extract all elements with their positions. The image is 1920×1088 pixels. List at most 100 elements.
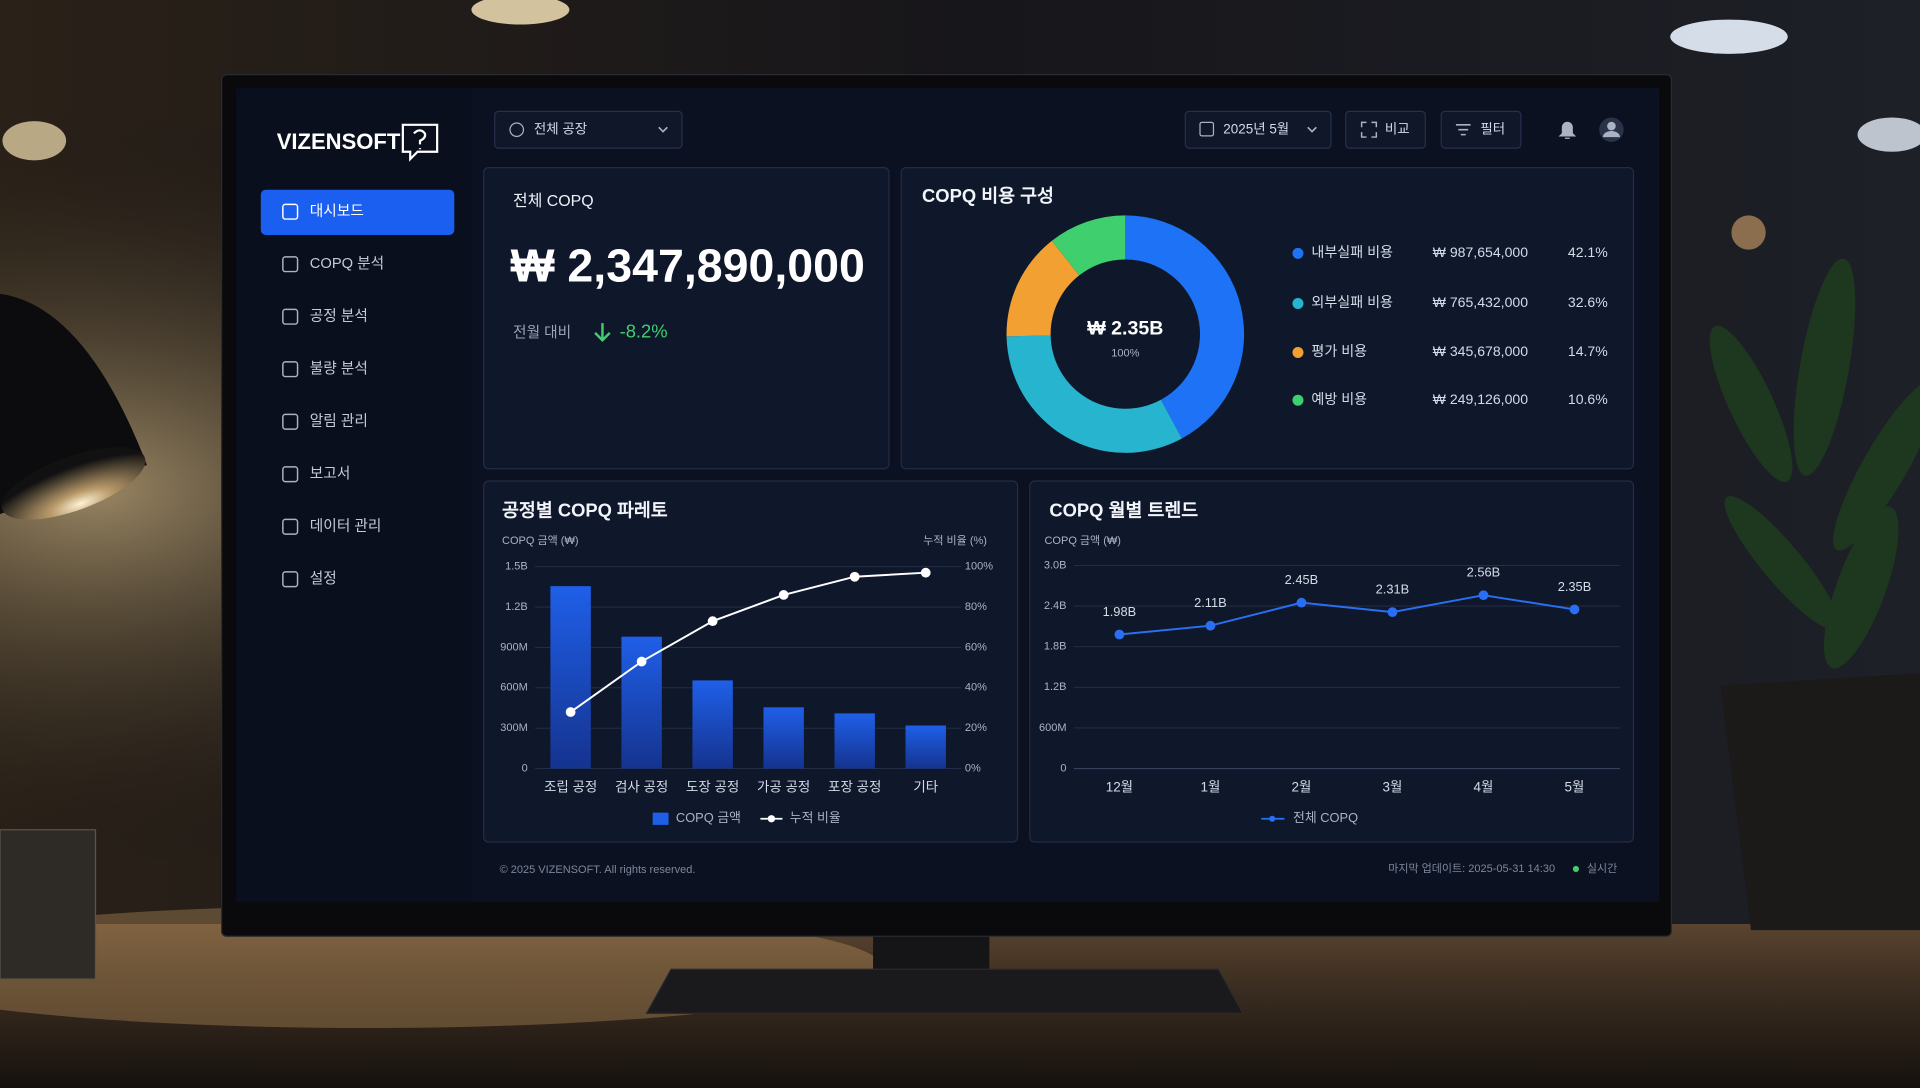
live-status: 실시간 [1587,862,1617,875]
data-point [1114,629,1125,640]
data-point [1478,590,1489,601]
y-tick-label: 1.2B [1044,681,1067,693]
live-indicator [1572,865,1579,872]
legend-label: 누적 비율 [790,810,841,825]
ceiling-light [471,0,570,25]
data-point [1205,620,1216,631]
legend-label: 전체 COPQ [1293,810,1358,825]
chevron [1307,126,1317,133]
chevron [658,126,668,133]
ceiling-light [1670,19,1788,54]
data-label: 2.35B [1558,579,1592,594]
legend-swatch [767,815,776,823]
avatar-head [1607,121,1616,131]
y-tick-label: 1.8B [1044,641,1067,653]
legend-label: 내부실패 비용 [1311,244,1393,260]
x-tick-label: 가공 공정 [757,780,810,795]
y-tick-label: 600M [500,682,528,694]
kpi-change-label: 전월 대비 [513,324,571,341]
menu-item[interactable]: 대시보드 [310,203,364,220]
y-axis-title: COPQ 금액 (₩) [1044,534,1120,547]
down-arrow [594,323,611,342]
menu-icon [282,413,299,430]
monitor-base [645,968,1244,1014]
factory-select-label[interactable]: 전체 공장 [534,121,587,136]
compare-button[interactable] [1345,110,1426,149]
ceiling-light [1857,117,1920,152]
factory-select[interactable] [494,110,683,149]
data-label: 2.56B [1467,565,1501,580]
filter-label[interactable]: 필터 [1480,121,1505,136]
percent-label: 32.6% [1568,294,1608,310]
legend-swatch [652,812,669,825]
desk-box [0,829,97,980]
x-tick-label: 조립 공정 [544,780,597,795]
data-point [707,616,718,627]
menu-item[interactable]: 설정 [310,570,337,587]
amount-label: ₩ 765,432,000 [1433,294,1529,310]
period-label[interactable]: 2025년 5월 [1223,121,1289,136]
bar [550,586,591,769]
x-tick-label: 5월 [1565,780,1585,795]
menu-icon [282,571,299,588]
ceiling-light [2,121,67,161]
data-point [1387,607,1398,618]
avatar-body [1602,130,1620,138]
y2-tick-label: 0% [965,762,981,774]
menu-icon [282,518,299,535]
chart-title: COPQ 월별 트렌드 [1049,499,1198,520]
donut-segment [1051,215,1126,276]
bar [834,713,875,769]
menu-icon [282,466,299,483]
y-tick-label: 3.0B [1044,559,1067,571]
legend-label: COPQ 금액 [676,810,741,825]
bokeh-light [1731,215,1766,250]
menu-item[interactable]: COPQ 분석 [310,255,384,272]
y-tick-label: 600M [1039,722,1067,734]
data-point [1296,597,1307,608]
menu-item[interactable]: 보고서 [310,465,351,482]
y-tick-label: 0 [522,762,528,774]
notification-bell[interactable] [1558,121,1577,139]
compare-label[interactable]: 비교 [1385,121,1410,136]
data-label: 1.98B [1103,604,1137,619]
y-tick-label: 0 [1060,762,1066,774]
menu-icon [282,308,299,325]
menu-item[interactable]: 공정 분석 [310,308,368,325]
menu-item[interactable]: 데이터 관리 [310,518,382,535]
last-updated: 마지막 업데이트: 2025-05-31 14:30 [1388,862,1555,875]
x-tick-label: 1월 [1200,780,1220,795]
donut-segment [1125,215,1245,439]
chart-title: COPQ 비용 구성 [922,185,1054,206]
menu-icon [282,361,299,378]
legend-label: 평가 비용 [1311,343,1367,359]
kpi-title: 전체 COPQ [513,192,594,210]
period-select[interactable] [1184,110,1332,149]
x-tick-label: 기타 [913,780,938,795]
y2-tick-label: 40% [965,682,987,694]
x-tick-label: 2월 [1291,780,1311,795]
percent-label: 10.6% [1568,391,1608,407]
active-menu[interactable] [260,189,455,235]
data-point [778,590,789,600]
kpi-card [483,167,890,470]
pareto-card [483,480,1019,843]
data-label: 2.45B [1285,572,1319,587]
legend-label: 외부실패 비용 [1311,294,1393,310]
line-series [570,571,926,713]
kpi-value: ₩ 2,347,890,000 [511,240,865,292]
data-label: 2.11B [1194,595,1227,610]
menu-item[interactable]: 알림 관리 [310,413,368,430]
donut-segment [1006,335,1182,453]
filter-button[interactable] [1440,110,1522,149]
legend-swatch [1292,247,1304,259]
logo-icon-mark [413,129,427,150]
data-point [636,656,647,667]
plant-pot [1720,673,1920,931]
menu-item[interactable]: 불량 분석 [310,360,368,377]
percent-label: 42.1% [1568,244,1608,260]
donut-center-sub: 100% [1111,348,1139,360]
data-point [920,567,931,578]
brand-logo[interactable]: VIZENSOFT [277,129,401,154]
